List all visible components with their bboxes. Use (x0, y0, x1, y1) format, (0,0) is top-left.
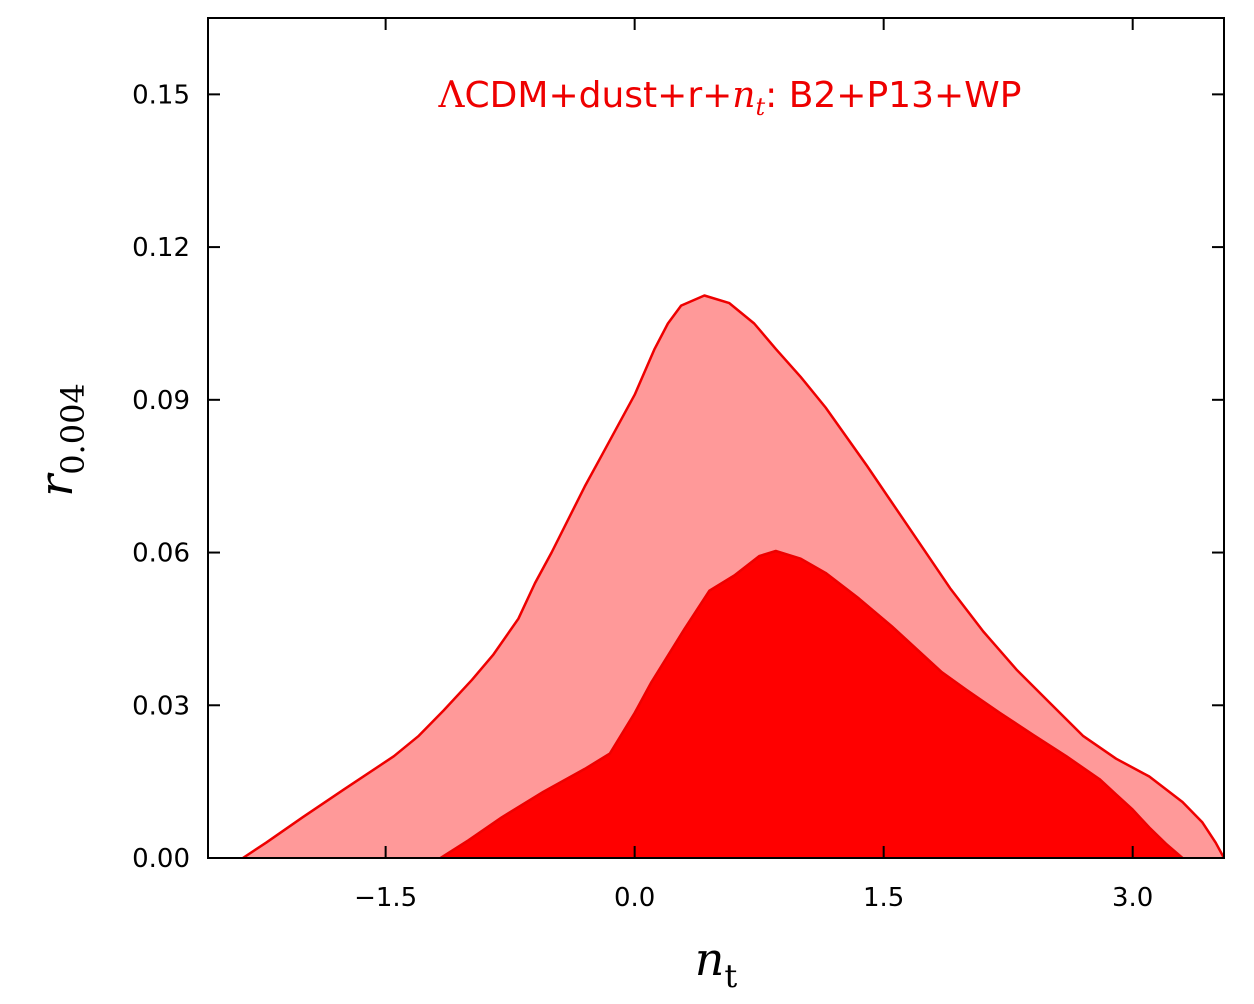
y-axis-ticks: 0.00 0.03 0.06 0.09 0.12 0.15 (132, 80, 1224, 874)
y-tick-label: 0.09 (132, 386, 190, 416)
annotation-middle: CDM+dust+r+ (465, 75, 733, 116)
annotation-suffix: : B2+P13+WP (765, 75, 1021, 116)
x-tick-label: 3.0 (1112, 883, 1153, 913)
x-tick-label: 0.0 (614, 883, 655, 913)
y-tick-label: 0.00 (132, 844, 190, 874)
x-tick-label: −1.5 (354, 883, 417, 913)
annotation-math-sub: t (755, 93, 765, 121)
y-tick-label: 0.06 (132, 539, 190, 569)
y-axis-label-main: r (29, 472, 83, 497)
y-tick-label: 0.03 (132, 691, 190, 721)
region-95-percent-outline (242, 294, 1224, 858)
x-axis-label-main: n (695, 932, 725, 986)
x-axis-label: nt (695, 932, 738, 995)
annotation-label: ΛCDM+dust+r+nt: B2+P13+WP (438, 75, 1022, 121)
y-axis-label-sub: 0.004 (54, 383, 92, 475)
annotation-lambda: Λ (438, 75, 466, 116)
y-tick-label: 0.15 (132, 80, 190, 110)
annotation-math: n (732, 75, 755, 116)
region-68-percent-outline (439, 549, 1184, 858)
x-axis-ticks: −1.5 0.0 1.5 3.0 (354, 18, 1153, 913)
x-axis-label-sub: t (724, 957, 737, 995)
region-68-percent (440, 551, 1183, 858)
confidence-regions (242, 294, 1224, 858)
plot-frame (207, 17, 1225, 859)
y-axis-label: r0.004 (29, 383, 92, 497)
y-tick-label: 0.12 (132, 233, 190, 263)
x-tick-label: 1.5 (863, 883, 904, 913)
